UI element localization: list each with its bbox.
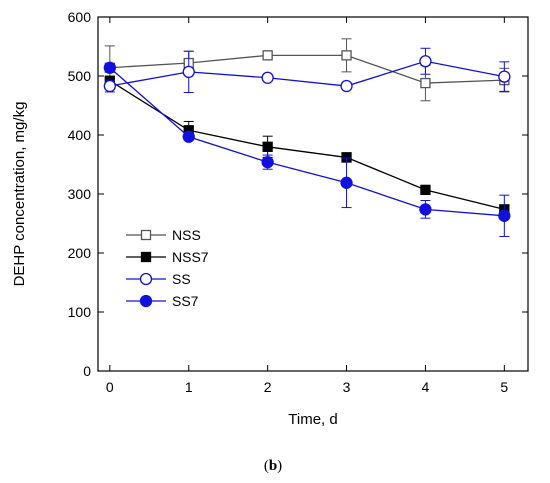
data-point bbox=[340, 176, 353, 189]
legend-label: SS bbox=[172, 271, 191, 287]
x-axis: 0 1 2 3 4 5 bbox=[106, 17, 508, 395]
data-point bbox=[419, 203, 432, 216]
panel-letter: b bbox=[269, 458, 277, 474]
legend-label: SS7 bbox=[172, 293, 199, 309]
legend-marker bbox=[140, 251, 152, 263]
x-tick-label: 3 bbox=[343, 379, 351, 395]
data-point bbox=[420, 77, 431, 89]
legend-item: NSS7 bbox=[126, 249, 209, 265]
series-layer bbox=[103, 38, 511, 237]
y-tick-label: 0 bbox=[83, 363, 91, 379]
x-tick-label: 4 bbox=[422, 379, 430, 395]
series-line bbox=[109, 67, 505, 217]
plot-frame bbox=[97, 16, 529, 372]
y-tick-label: 400 bbox=[68, 127, 92, 143]
data-point bbox=[420, 184, 431, 196]
data-point bbox=[182, 130, 195, 143]
series-ss bbox=[103, 47, 511, 94]
legend: NSS NSS7 SS SS7 bbox=[126, 227, 209, 309]
y-axis-label: DEHP concentration, mg/kg bbox=[11, 102, 28, 287]
series-nss bbox=[104, 38, 510, 102]
legend-label: NSS7 bbox=[172, 249, 209, 265]
data-point bbox=[262, 50, 273, 61]
y-axis: 0 100 200 300 400 500 600 bbox=[68, 9, 528, 379]
x-tick-label: 5 bbox=[500, 379, 508, 395]
legend-marker bbox=[139, 294, 153, 308]
data-point bbox=[419, 55, 432, 68]
y-tick-label: 100 bbox=[68, 304, 92, 320]
data-point bbox=[103, 79, 116, 93]
data-point bbox=[498, 209, 511, 222]
data-point bbox=[261, 155, 274, 169]
series-nss7 bbox=[104, 75, 510, 215]
series-line bbox=[109, 54, 505, 84]
legend-label: NSS bbox=[172, 227, 201, 243]
data-point bbox=[262, 141, 273, 152]
series-line bbox=[109, 60, 505, 87]
data-point bbox=[341, 50, 352, 61]
data-point bbox=[182, 65, 195, 79]
x-axis-label: Time, d bbox=[288, 411, 337, 428]
legend-marker bbox=[139, 272, 153, 286]
data-point bbox=[498, 70, 511, 83]
data-point bbox=[340, 79, 353, 93]
x-tick-label: 2 bbox=[264, 379, 272, 395]
x-tick-label: 0 bbox=[106, 379, 114, 395]
y-tick-label: 300 bbox=[68, 186, 92, 202]
y-tick-label: 200 bbox=[68, 245, 92, 261]
legend-item: SS bbox=[126, 271, 191, 287]
y-tick-label: 500 bbox=[68, 68, 92, 84]
series-ss7 bbox=[103, 61, 511, 237]
legend-item: NSS bbox=[126, 227, 201, 243]
y-tick-label: 600 bbox=[68, 9, 92, 25]
legend-marker bbox=[140, 229, 152, 241]
series-line bbox=[109, 80, 505, 210]
panel-caption: (b) bbox=[264, 458, 282, 474]
legend-item: SS7 bbox=[126, 293, 199, 309]
data-point bbox=[261, 71, 274, 84]
x-tick-label: 1 bbox=[185, 379, 193, 395]
data-point bbox=[103, 61, 116, 74]
